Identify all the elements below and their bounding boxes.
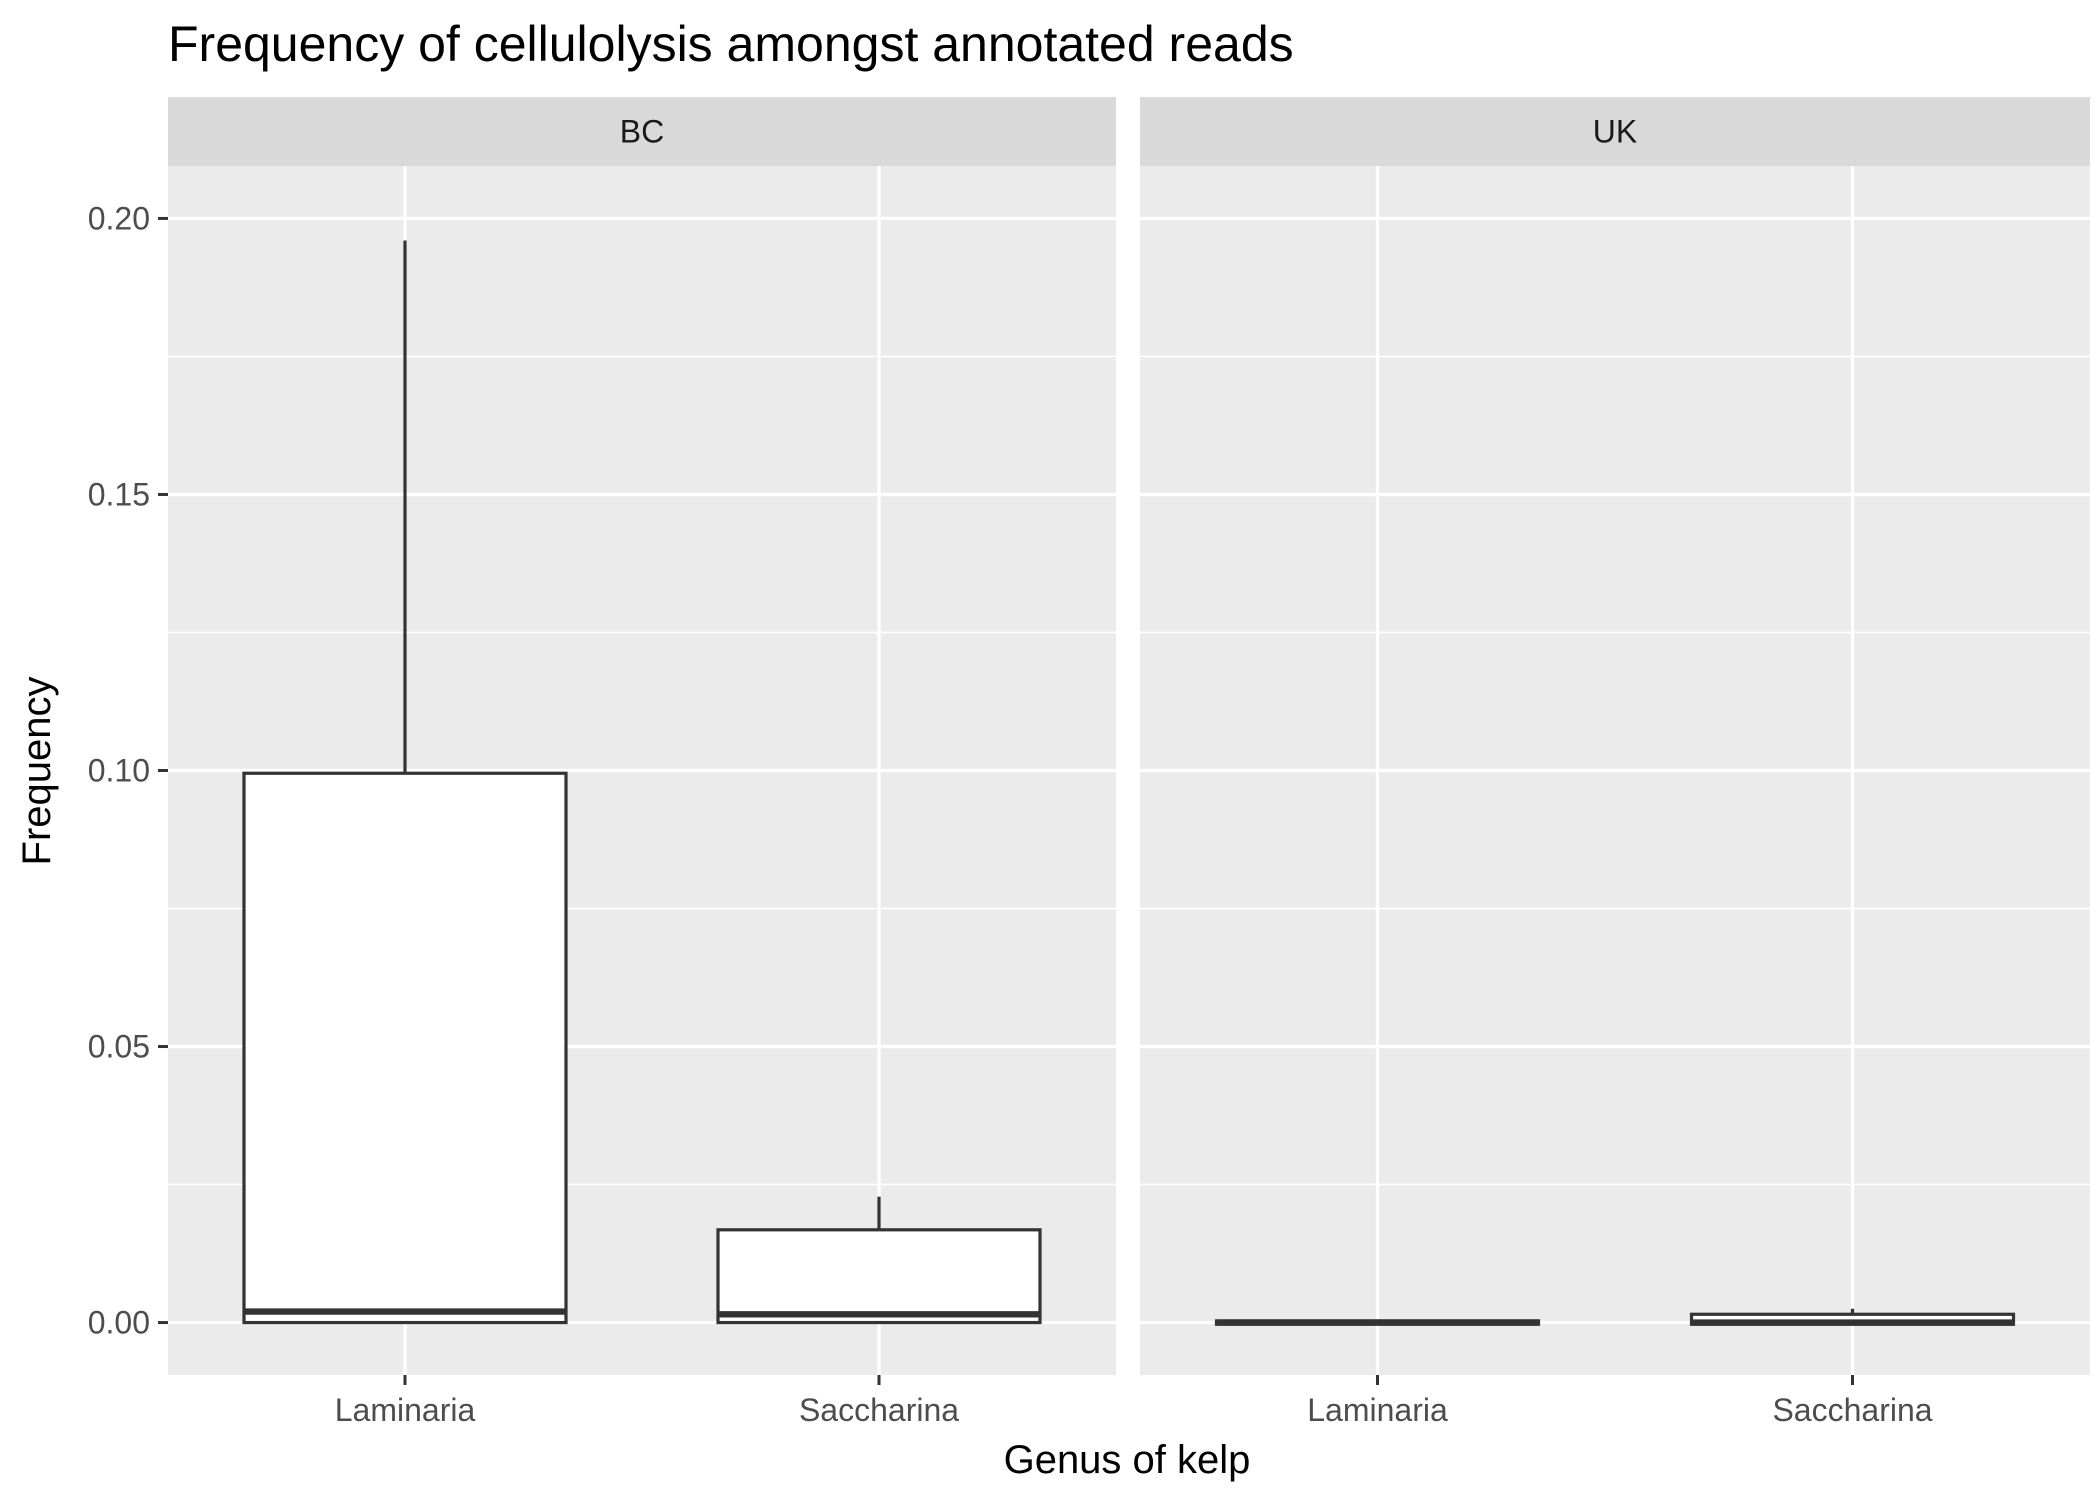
y-axis-title: Frequency [15,677,59,866]
chart-title: Frequency of cellulolysis amongst annota… [168,16,1294,72]
y-axis: 0.00 0.05 0.10 0.15 0.20 [88,200,168,1341]
y-tick-label: 0.15 [88,476,150,512]
facet-strip [1140,97,2090,166]
y-tick-label: 0.05 [88,1029,150,1065]
x-tick-label: Saccharina [1772,1392,1932,1428]
y-tick-label: 0.20 [88,200,150,236]
x-axis-title: Genus of kelp [1004,1438,1251,1482]
facet-strip [168,97,1116,166]
facet-strip-label: BC [620,114,664,150]
box-iqr [716,1228,1042,1325]
facet-panels: BC Laminaria Saccharina UK Laminaria Sacchari… [88,97,2090,1428]
box-iqr [242,771,568,1325]
x-tick-label: Laminaria [1307,1392,1448,1428]
y-tick-label: 0.10 [88,753,150,789]
y-tick-label: 0.00 [88,1305,150,1341]
box-laminaria [1214,1319,1541,1326]
facet-bc: BC Laminaria Saccharina [168,97,1116,1428]
box-saccharina [716,1196,1042,1325]
facet-strip-label: UK [1593,114,1637,150]
x-tick-label: Saccharina [799,1392,959,1428]
facet-uk: UK Laminaria Saccharina [1140,97,2090,1428]
box-laminaria [242,240,568,1325]
x-tick-label: Laminaria [335,1392,476,1428]
box-saccharina [1689,1308,2016,1326]
